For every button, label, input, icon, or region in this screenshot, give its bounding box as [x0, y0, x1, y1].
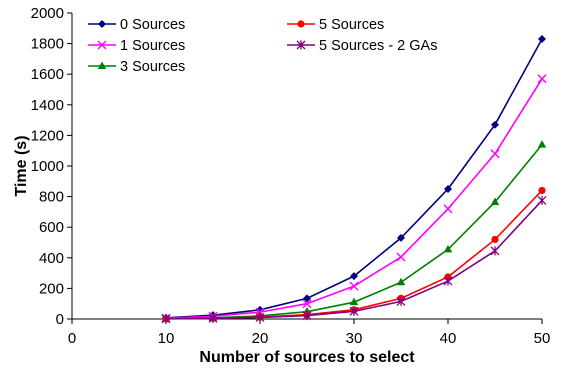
data-point [537, 140, 547, 148]
series-5-sources-2-gas [161, 195, 547, 324]
legend-item: 5 Sources [287, 17, 384, 33]
x-tick-label: 10 [158, 330, 175, 347]
legend-label: 0 Sources [120, 17, 185, 33]
data-point [350, 272, 358, 281]
legend-marker [296, 40, 306, 50]
data-point [396, 252, 406, 262]
data-point [302, 311, 312, 321]
data-point [349, 306, 359, 316]
data-point [538, 186, 546, 195]
legend-label: 3 Sources [120, 59, 185, 75]
data-point [443, 244, 453, 253]
data-point [397, 233, 405, 242]
data-point [161, 314, 171, 324]
series-3-sources [161, 140, 547, 322]
data-point [302, 299, 312, 309]
data-point [303, 294, 311, 303]
x-tick-label: 30 [346, 330, 363, 347]
y-tick-label: 400 [39, 250, 64, 267]
y-tick-label: 1400 [31, 97, 64, 114]
x-tick-label: 50 [534, 330, 551, 347]
y-tick-label: 2000 [31, 5, 64, 22]
y-tick-label: 200 [39, 280, 64, 297]
series-line [165, 144, 543, 320]
x-axis-title: Number of sources to select [199, 349, 415, 366]
y-tick-label: 1600 [31, 66, 64, 83]
data-point [537, 74, 547, 84]
y-axis-ticks: 0 200 400 600 800 1000 1200 1400 1600 1800 2000 [31, 5, 72, 328]
legend-item: 5 Sources - 2 GAs [287, 38, 437, 54]
legend-marker [97, 61, 107, 69]
data-point [491, 120, 499, 129]
legend-item: 0 Sources [88, 17, 185, 33]
y-tick-label: 1200 [31, 127, 64, 144]
data-point [443, 204, 453, 214]
y-axis-title: Time (s) [13, 135, 30, 196]
y-tick-label: 0 [56, 311, 64, 328]
series-line [165, 78, 543, 320]
data-point [396, 296, 406, 306]
data-point [444, 184, 452, 193]
legend-item: 3 Sources [88, 59, 185, 75]
y-tick-label: 600 [39, 219, 64, 236]
x-tick-label: 40 [440, 330, 457, 347]
x-axis-ticks: 0 10 20 30 40 50 [68, 319, 551, 347]
data-point [491, 235, 499, 244]
legend-label: 1 Sources [120, 38, 185, 54]
legend-label: 5 Sources - 2 GAs [319, 38, 437, 54]
data-point [349, 281, 359, 291]
legend-marker [297, 20, 305, 28]
legend-item: 1 Sources [88, 38, 185, 54]
data-point [490, 197, 500, 205]
y-tick-label: 1000 [31, 158, 64, 175]
series-0-sources [162, 35, 546, 322]
series-1-sources [161, 74, 547, 323]
data-point [537, 195, 547, 205]
legend-marker [98, 20, 106, 28]
data-point [538, 35, 546, 44]
data-point [255, 312, 265, 322]
y-tick-label: 1800 [31, 36, 64, 53]
data-point [349, 297, 359, 306]
legend-marker [97, 40, 107, 50]
data-point [490, 246, 500, 256]
data-point [208, 313, 218, 323]
data-point [490, 149, 500, 159]
legend-label: 5 Sources [319, 17, 384, 33]
legend: 0 Sources 1 Sources 3 Sources 5 Sources 5 So… [88, 17, 437, 75]
x-tick-label: 0 [68, 330, 76, 347]
data-point [396, 277, 406, 286]
data-point [443, 276, 453, 286]
y-tick-label: 800 [39, 189, 64, 206]
x-tick-label: 20 [252, 330, 269, 347]
series-layer [161, 35, 547, 324]
